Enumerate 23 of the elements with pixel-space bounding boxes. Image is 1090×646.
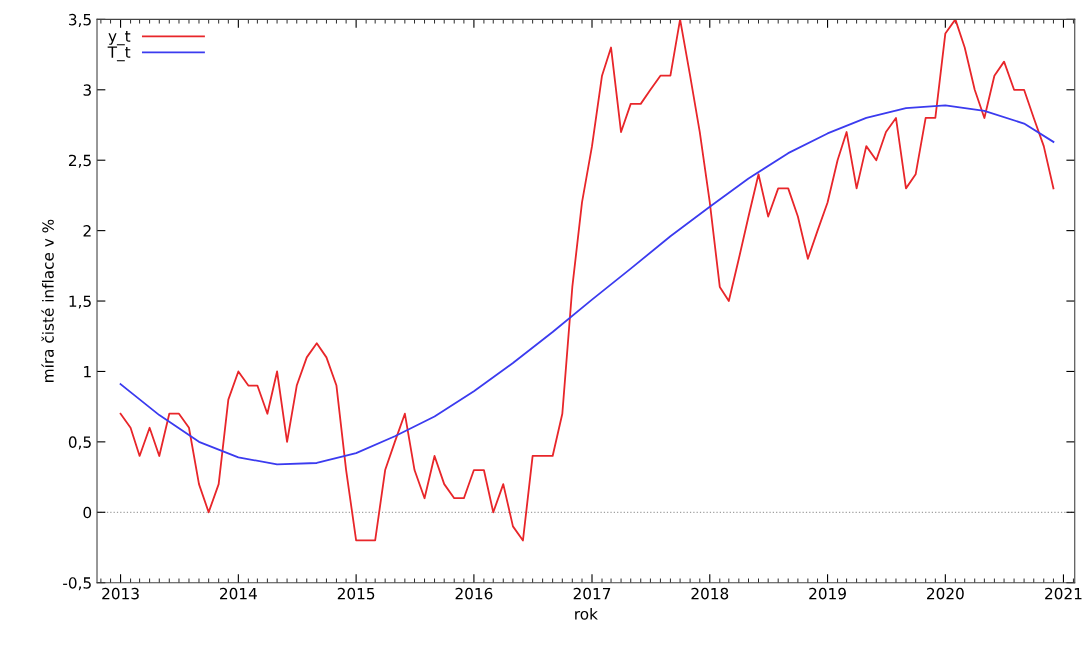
x-tick-label: 2017 [573, 587, 611, 600]
y-tick-label: 2 [83, 225, 91, 237]
x-tick-label: 2015 [337, 587, 375, 600]
x-tick-label: 2013 [102, 587, 139, 600]
y-tick-label: 2,5 [68, 154, 91, 168]
legend-label: T_t [107, 46, 131, 62]
x-tick-label: 2019 [809, 587, 846, 600]
y-tick-label: 3,5 [69, 13, 91, 27]
legend-label: y_t [108, 30, 131, 46]
y-tick-label: 1 [84, 366, 91, 378]
y-tick-label: 0 [83, 506, 92, 519]
line-series [119, 104, 1055, 466]
x-tick-label: 2014 [220, 587, 257, 600]
y-tick-label: -0,5 [63, 577, 91, 591]
x-tick-label: 2020 [927, 587, 964, 600]
y-tick-label: 1,5 [69, 295, 91, 309]
y-tick-label: 0,5 [68, 436, 91, 450]
x-tick-label: 2016 [455, 587, 493, 600]
x-tick-label: 2021 [1045, 587, 1082, 600]
y-tick-label: 3 [83, 84, 91, 96]
x-tick-label: 2018 [691, 587, 729, 600]
y-axis-title: míra čisté inflace v % [41, 219, 54, 382]
x-axis-title: rok [575, 607, 598, 620]
